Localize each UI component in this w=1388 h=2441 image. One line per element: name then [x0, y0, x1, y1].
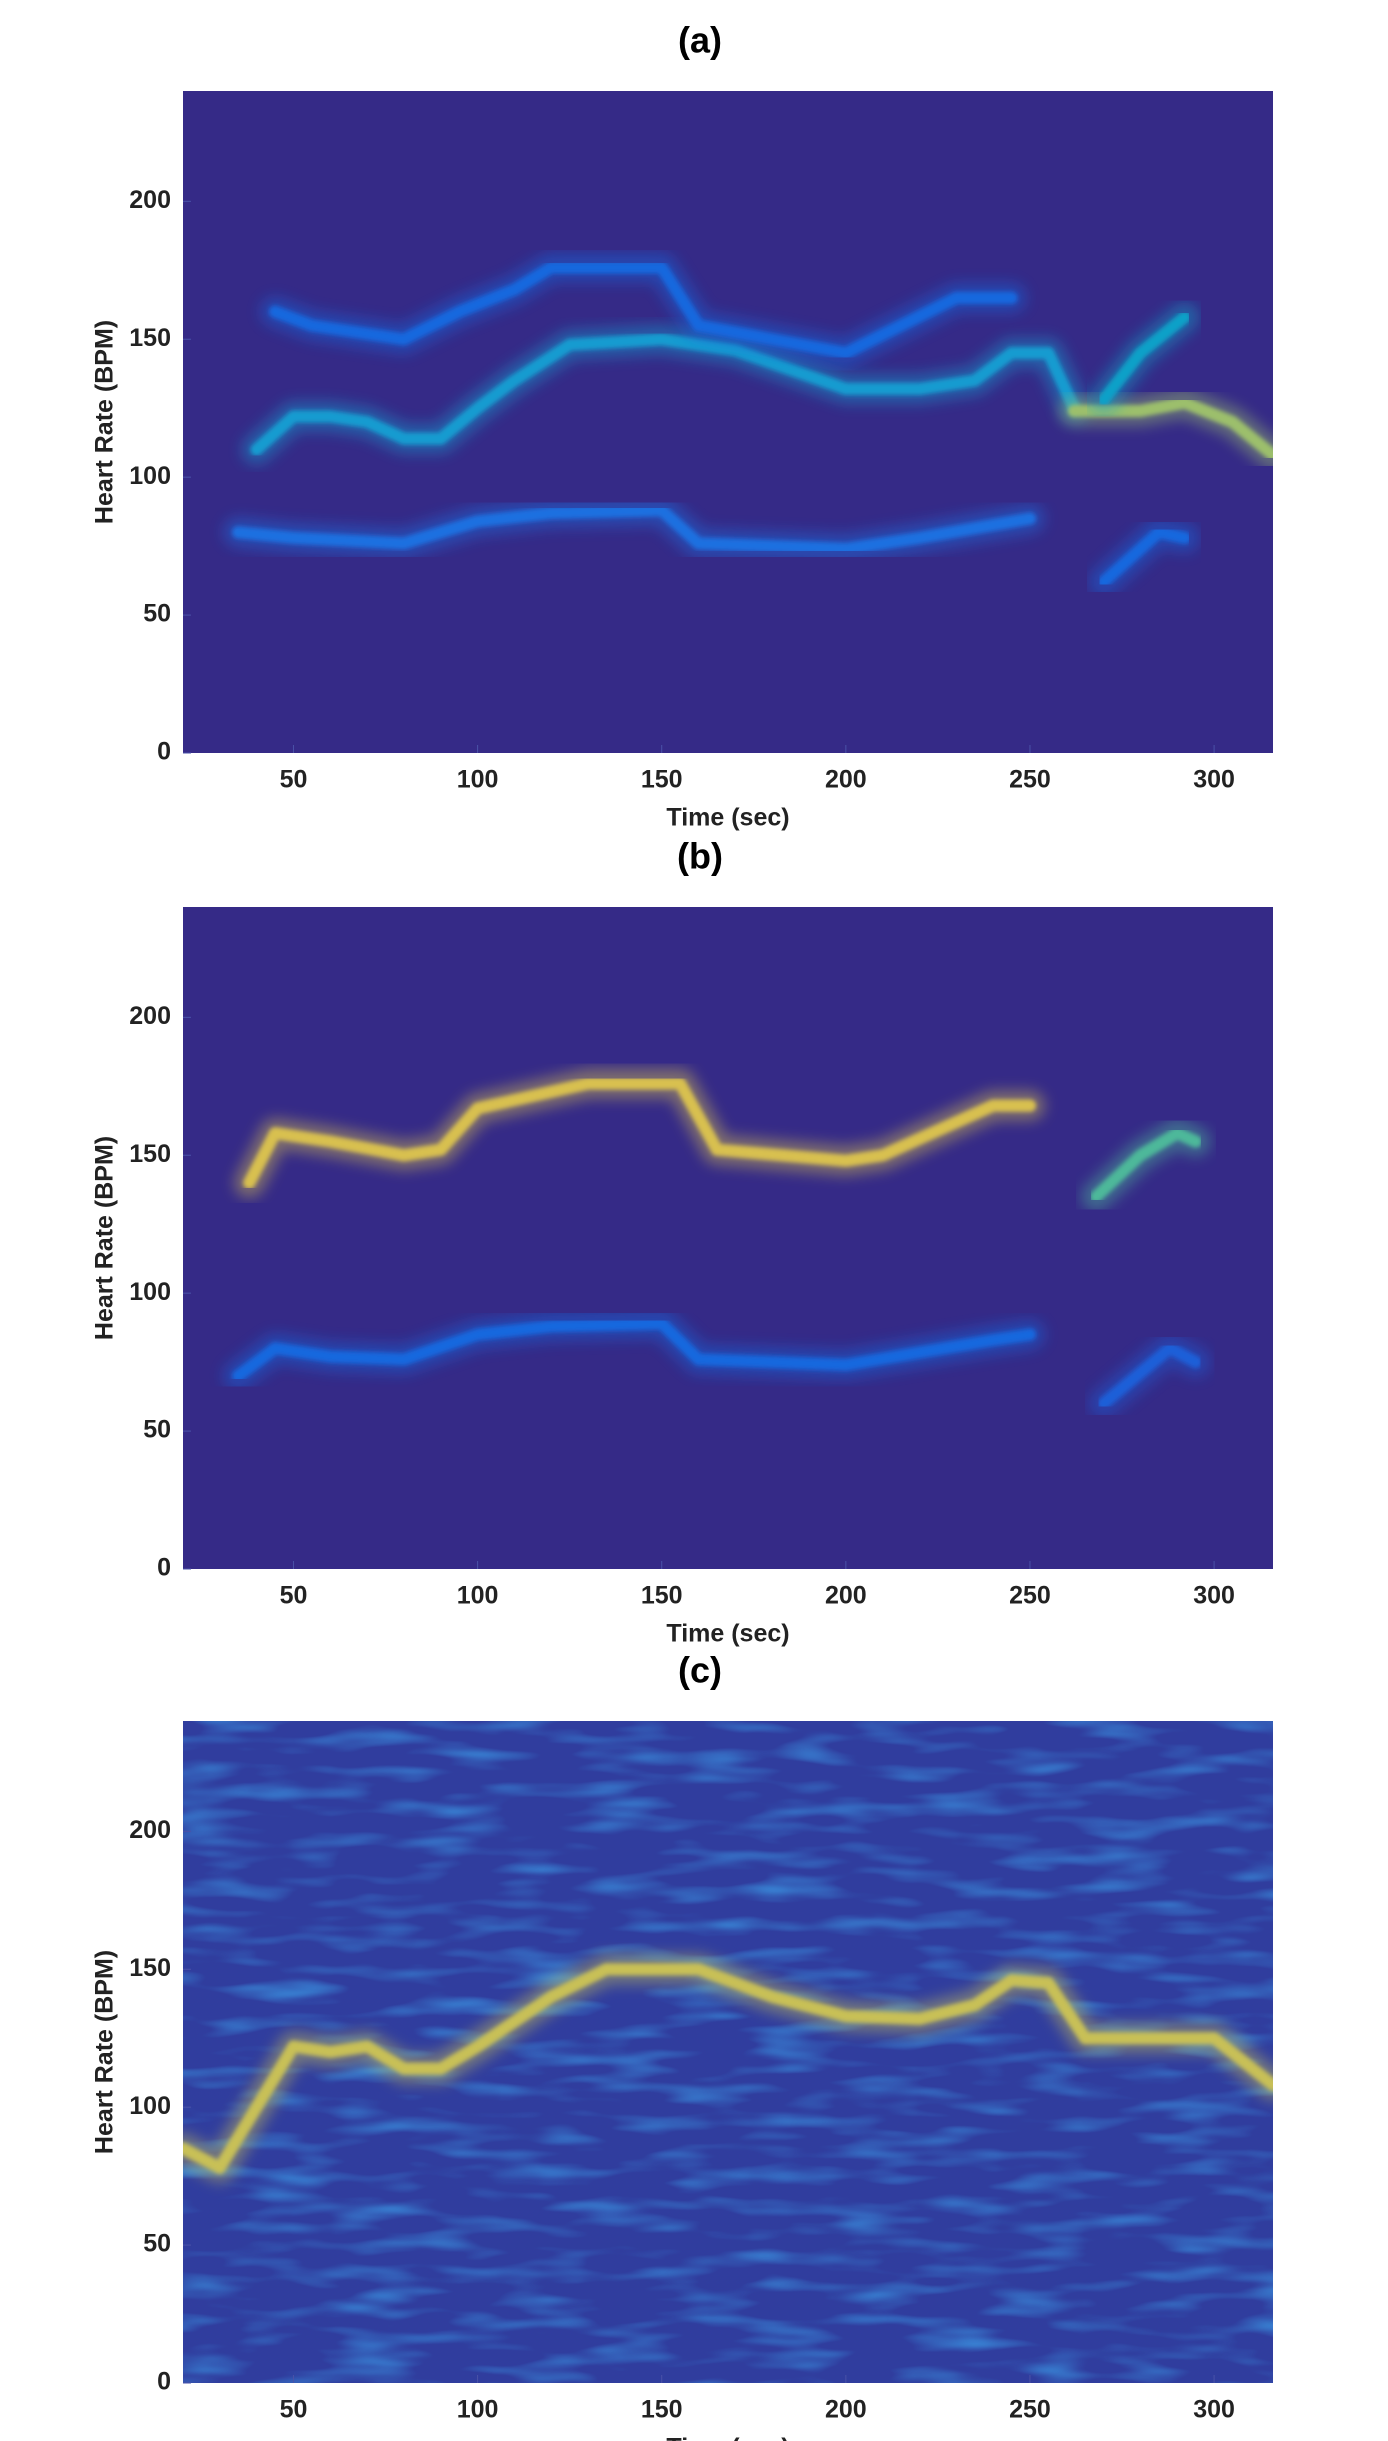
x-tick-label: 150 [641, 766, 683, 794]
y-tick-label: 150 [129, 324, 171, 352]
x-tick-label: 250 [1009, 1582, 1051, 1610]
panel-title: (a) [678, 20, 722, 61]
y-tick-label: 50 [143, 2230, 171, 2258]
x-tick-label: 50 [280, 2396, 308, 2424]
x-tick-label: 100 [457, 766, 499, 794]
x-axis-label: Time (sec) [666, 1620, 789, 1648]
track [232, 504, 1036, 555]
y-axis-label: Heart Rate (BPM) [91, 1136, 119, 1340]
y-tick-label: 0 [157, 1554, 171, 1582]
panel: (c) 50 100 150 200 250 300 0 50 100 150 200 Time (se… [91, 1650, 1273, 2441]
x-tick-label: 200 [825, 1582, 867, 1610]
x-tick-label: 50 [280, 766, 308, 794]
y-tick-label: 100 [129, 1278, 171, 1306]
x-tick-label: 300 [1193, 1582, 1235, 1610]
x-tick-label: 150 [641, 2396, 683, 2424]
x-tick-label: 50 [280, 1582, 308, 1610]
x-tick-label: 200 [825, 766, 867, 794]
panel-title: (b) [677, 836, 723, 877]
track [1097, 526, 1191, 588]
track [232, 1317, 1036, 1382]
y-tick-label: 50 [143, 1416, 171, 1444]
y-tick-label: 200 [129, 1816, 171, 1844]
track [1068, 396, 1273, 462]
y-tick-label: 50 [143, 600, 171, 628]
x-axis-label: Time (sec) [666, 2434, 789, 2441]
x-tick-label: 100 [457, 2396, 499, 2424]
x-axis-label: Time (sec) [666, 804, 789, 832]
y-tick-label: 0 [157, 2368, 171, 2396]
y-axis-label: Heart Rate (BPM) [91, 320, 119, 524]
plot-background [183, 907, 1273, 1569]
x-tick-label: 100 [457, 1582, 499, 1610]
y-tick-label: 100 [129, 462, 171, 490]
panel: (b) 50 100 150 200 250 300 0 50 100 150 200 Time (se… [91, 836, 1273, 1648]
track [243, 1077, 1036, 1189]
plot-area [223, 252, 1273, 597]
y-tick-label: 100 [129, 2092, 171, 2120]
plot-area [223, 1068, 1211, 1419]
x-tick-label: 250 [1009, 2396, 1051, 2424]
track [1097, 1342, 1202, 1410]
y-tick-label: 200 [129, 186, 171, 214]
plot-area [183, 1721, 1273, 2383]
y-tick-label: 0 [157, 738, 171, 766]
track [1090, 1127, 1202, 1203]
y-axis-label: Heart Rate (BPM) [91, 1950, 119, 2154]
track [183, 1963, 1273, 2174]
track [269, 261, 1018, 359]
y-tick-label: 150 [129, 1954, 171, 1982]
track [250, 333, 1081, 456]
panel: (a) 50 100 150 200 250 300 0 50 100 150 200 Time (se… [91, 20, 1273, 832]
track [1097, 311, 1191, 406]
x-tick-label: 300 [1193, 766, 1235, 794]
x-tick-label: 150 [641, 1582, 683, 1610]
x-tick-label: 200 [825, 2396, 867, 2424]
x-tick-label: 250 [1009, 766, 1051, 794]
x-tick-label: 300 [1193, 2396, 1235, 2424]
panel-title: (c) [678, 1650, 722, 1691]
y-tick-label: 150 [129, 1140, 171, 1168]
y-tick-label: 200 [129, 1002, 171, 1030]
